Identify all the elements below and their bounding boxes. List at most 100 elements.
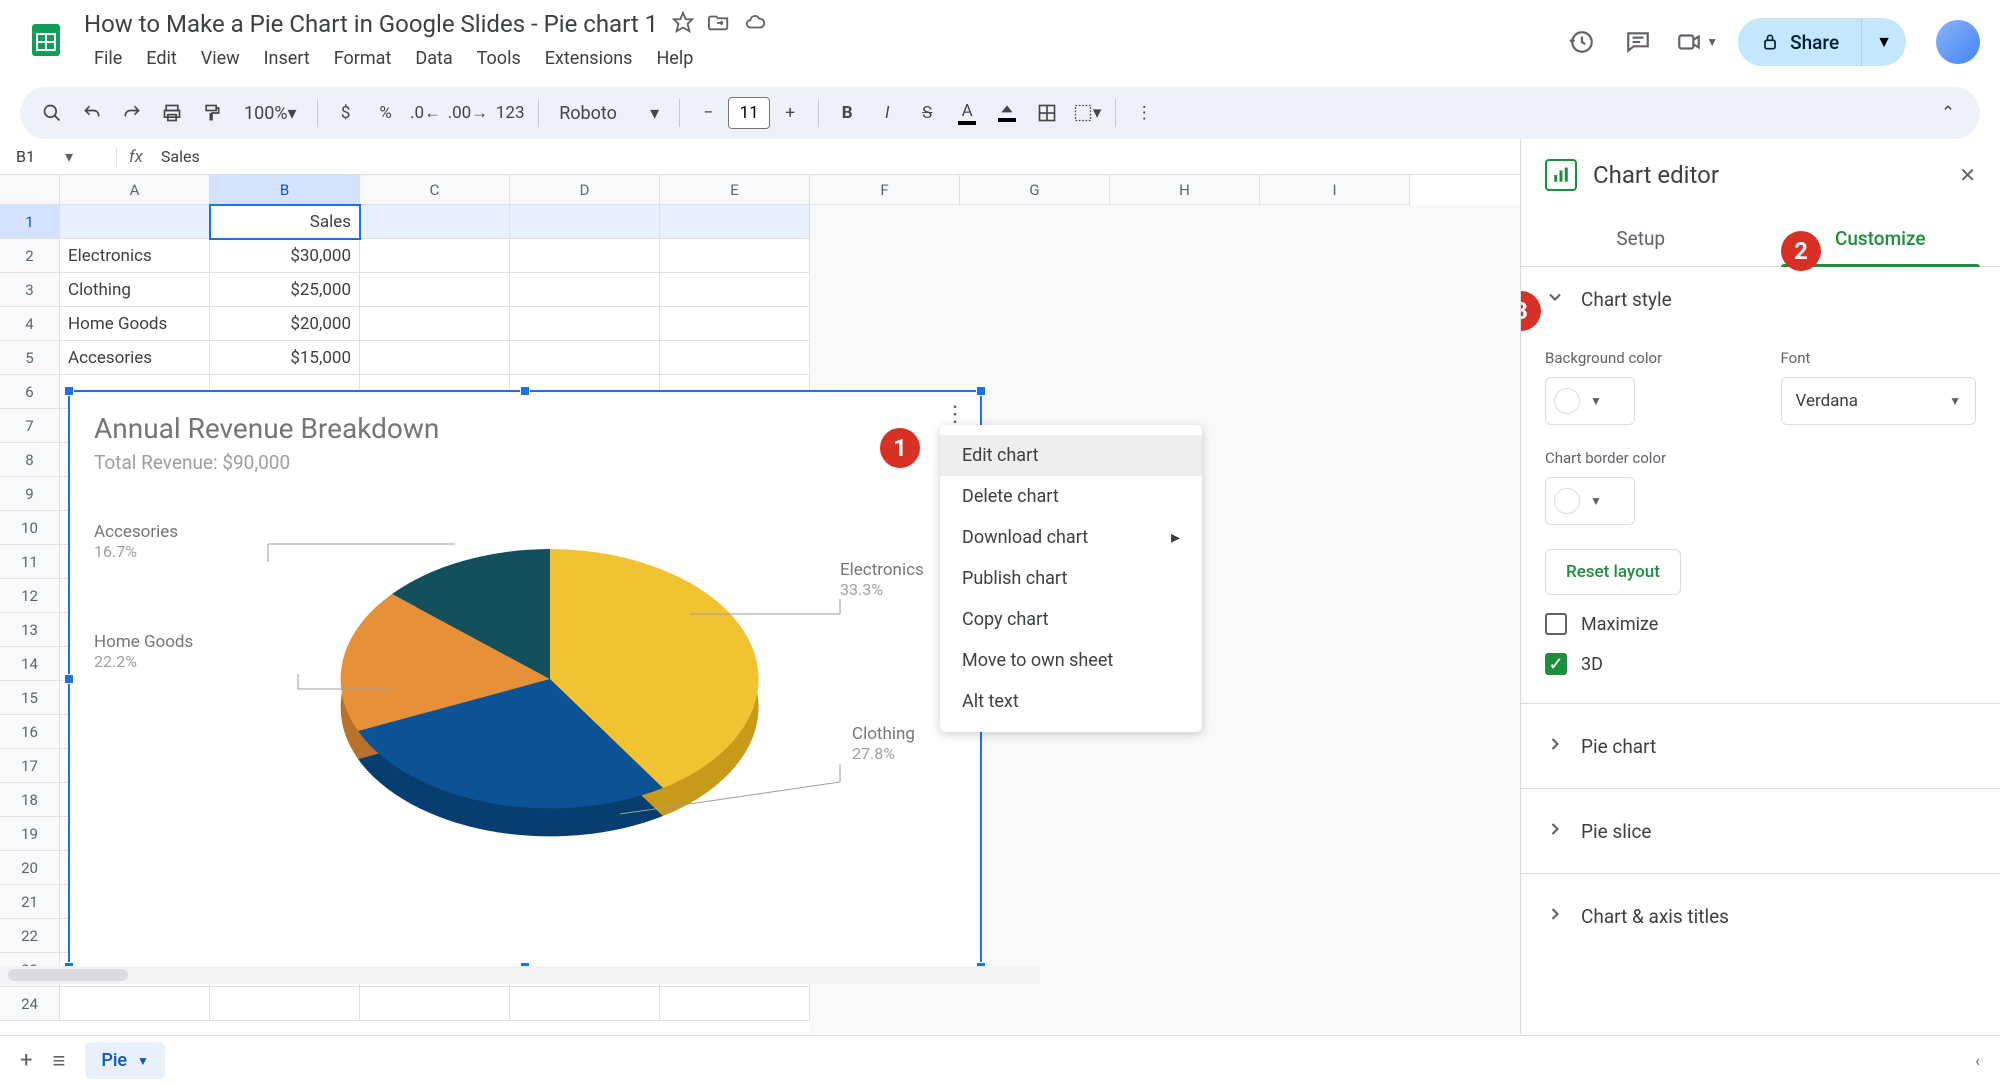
cloud-status-icon[interactable] xyxy=(744,11,766,37)
col-header[interactable]: H xyxy=(1110,175,1260,205)
zoom-level[interactable]: 100% ▾ xyxy=(234,95,307,131)
cell[interactable]: $25,000 xyxy=(210,273,360,307)
ctx-delete-chart[interactable]: Delete chart xyxy=(940,476,1202,517)
cell[interactable] xyxy=(360,987,510,1021)
cell[interactable] xyxy=(660,205,810,239)
row-header[interactable]: 4 xyxy=(0,307,60,341)
ctx-download-chart[interactable]: Download chart▸ xyxy=(940,517,1202,558)
bg-color-picker[interactable]: ▼ xyxy=(1545,377,1635,425)
row-header[interactable]: 13 xyxy=(0,613,60,647)
col-header[interactable]: I xyxy=(1260,175,1410,205)
section-axis-titles[interactable]: Chart & axis titles xyxy=(1521,884,2000,948)
menu-insert[interactable]: Insert xyxy=(254,44,320,73)
history-icon[interactable] xyxy=(1564,24,1600,60)
row-header[interactable]: 2 xyxy=(0,239,60,273)
document-title[interactable]: How to Make a Pie Chart in Google Slides… xyxy=(84,10,658,38)
row-header[interactable]: 22 xyxy=(0,919,60,953)
cell[interactable]: Clothing xyxy=(60,273,210,307)
col-header[interactable]: A xyxy=(60,175,210,205)
embedded-chart[interactable]: ⋮ Annual Revenue Breakdown Total Revenue… xyxy=(68,390,982,968)
merge-cells-icon[interactable]: ▾ xyxy=(1069,95,1105,131)
cell[interactable] xyxy=(510,307,660,341)
more-toolbar-icon[interactable]: ⋮ xyxy=(1126,95,1162,131)
row-header[interactable]: 1 xyxy=(0,205,60,239)
col-header[interactable]: B xyxy=(210,175,360,205)
horizontal-scrollbar[interactable] xyxy=(0,966,1040,984)
cell[interactable] xyxy=(660,341,810,375)
cell[interactable] xyxy=(60,987,210,1021)
ctx-publish-chart[interactable]: Publish chart xyxy=(940,558,1202,599)
spreadsheet-grid[interactable]: ABCDEFGHI 123456789101112131415161718192… xyxy=(0,175,1520,1034)
col-header[interactable]: E xyxy=(660,175,810,205)
cell[interactable] xyxy=(660,987,810,1021)
percent-icon[interactable]: % xyxy=(368,95,404,131)
row-header[interactable]: 8 xyxy=(0,443,60,477)
cell[interactable] xyxy=(510,239,660,273)
cell[interactable] xyxy=(510,273,660,307)
text-color-icon[interactable]: A xyxy=(949,95,985,131)
comments-icon[interactable] xyxy=(1620,24,1656,60)
meet-icon[interactable]: ▼ xyxy=(1676,24,1718,60)
currency-icon[interactable]: $ xyxy=(328,95,364,131)
cell[interactable] xyxy=(360,307,510,341)
share-button[interactable]: Share xyxy=(1738,18,1861,66)
redo-icon[interactable] xyxy=(114,95,150,131)
col-header[interactable]: C xyxy=(360,175,510,205)
cell[interactable]: $30,000 xyxy=(210,239,360,273)
close-editor-icon[interactable]: ✕ xyxy=(1959,163,1976,187)
name-box[interactable]: B1▾ xyxy=(6,143,116,170)
menu-data[interactable]: Data xyxy=(405,44,462,73)
borders-icon[interactable] xyxy=(1029,95,1065,131)
cell[interactable] xyxy=(660,239,810,273)
row-header[interactable]: 15 xyxy=(0,681,60,715)
decrease-font-icon[interactable]: − xyxy=(690,95,726,131)
col-header[interactable]: D xyxy=(510,175,660,205)
cell[interactable] xyxy=(360,239,510,273)
reset-layout-button[interactable]: Reset layout xyxy=(1545,549,1681,595)
cell[interactable] xyxy=(510,341,660,375)
cell[interactable] xyxy=(510,205,660,239)
row-header[interactable]: 10 xyxy=(0,511,60,545)
row-header[interactable]: 7 xyxy=(0,409,60,443)
row-header[interactable]: 20 xyxy=(0,851,60,885)
3d-checkbox[interactable]: ✓3D xyxy=(1545,653,1976,675)
ctx-alt-text[interactable]: Alt text xyxy=(940,681,1202,722)
star-icon[interactable] xyxy=(672,11,694,37)
menu-edit[interactable]: Edit xyxy=(136,44,186,73)
cell[interactable] xyxy=(60,205,210,239)
row-header[interactable]: 14 xyxy=(0,647,60,681)
font-family[interactable]: Roboto ▾ xyxy=(549,95,669,131)
undo-icon[interactable] xyxy=(74,95,110,131)
cell[interactable]: $20,000 xyxy=(210,307,360,341)
cell[interactable] xyxy=(360,273,510,307)
menu-view[interactable]: View xyxy=(191,44,250,73)
border-color-picker[interactable]: ▼ xyxy=(1545,477,1635,525)
formula-bar[interactable]: Sales xyxy=(155,147,200,166)
row-header[interactable]: 18 xyxy=(0,783,60,817)
all-sheets-icon[interactable]: ≡ xyxy=(52,1048,65,1074)
cell[interactable]: Home Goods xyxy=(60,307,210,341)
italic-icon[interactable]: I xyxy=(869,95,905,131)
cell[interactable] xyxy=(210,987,360,1021)
cell[interactable]: Sales xyxy=(210,205,360,239)
font-size-input[interactable] xyxy=(728,97,770,129)
fill-color-icon[interactable] xyxy=(989,95,1025,131)
more-formats-icon[interactable]: 123 xyxy=(492,95,528,131)
increase-font-icon[interactable]: + xyxy=(772,95,808,131)
col-header[interactable]: G xyxy=(960,175,1110,205)
row-header[interactable]: 24 xyxy=(0,987,60,1021)
strikethrough-icon[interactable]: S xyxy=(909,95,945,131)
cell[interactable]: Electronics xyxy=(60,239,210,273)
section-pie-chart[interactable]: Pie chart xyxy=(1521,714,2000,778)
row-header[interactable]: 6 xyxy=(0,375,60,409)
cell[interactable]: Accesories xyxy=(60,341,210,375)
search-icon[interactable] xyxy=(34,95,70,131)
ctx-move-own-sheet[interactable]: Move to own sheet xyxy=(940,640,1202,681)
col-header[interactable]: F xyxy=(810,175,960,205)
section-chart-style[interactable]: Chart style xyxy=(1521,267,2000,331)
cell[interactable] xyxy=(660,307,810,341)
sheet-tab-pie[interactable]: Pie▼ xyxy=(85,1042,165,1079)
move-folder-icon[interactable] xyxy=(708,11,730,37)
menu-tools[interactable]: Tools xyxy=(467,44,531,73)
row-header[interactable]: 5 xyxy=(0,341,60,375)
